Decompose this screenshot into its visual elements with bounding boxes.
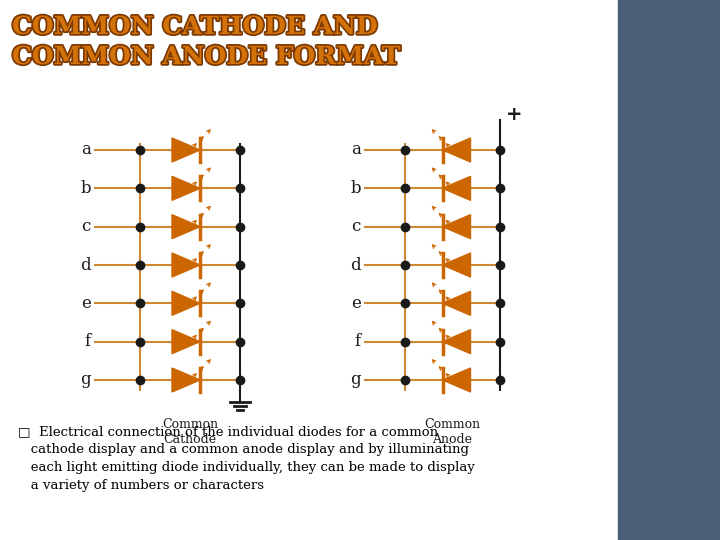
Text: a variety of numbers or characters: a variety of numbers or characters (18, 479, 264, 492)
Text: f: f (355, 333, 361, 350)
Text: □  Electrical connection of the individual diodes for a common: □ Electrical connection of the individua… (18, 425, 438, 438)
Text: a: a (81, 141, 91, 159)
Text: each light emitting diode individually, they can be made to display: each light emitting diode individually, … (18, 461, 475, 474)
Polygon shape (172, 215, 200, 239)
Polygon shape (443, 292, 470, 315)
Polygon shape (443, 253, 470, 277)
Polygon shape (172, 368, 200, 392)
Polygon shape (172, 138, 200, 162)
Text: f: f (85, 333, 91, 350)
Text: b: b (351, 180, 361, 197)
Bar (618, 0, 720, 540)
Polygon shape (443, 138, 470, 162)
Text: e: e (351, 295, 361, 312)
Text: Common
Anode: Common Anode (424, 418, 480, 446)
Text: e: e (81, 295, 91, 312)
Text: +: + (506, 105, 523, 124)
Polygon shape (172, 253, 200, 277)
Text: Common
Cathode: Common Cathode (162, 418, 218, 446)
Text: d: d (81, 256, 91, 273)
Polygon shape (443, 329, 470, 354)
Text: c: c (81, 218, 91, 235)
Text: g: g (81, 372, 91, 388)
Polygon shape (443, 215, 470, 239)
Text: COMMON ANODE FORMAT: COMMON ANODE FORMAT (12, 45, 400, 69)
Text: cathode display and a common anode display and by illuminating: cathode display and a common anode displ… (18, 443, 469, 456)
Text: COMMON CATHODE AND: COMMON CATHODE AND (12, 15, 377, 39)
Text: g: g (351, 372, 361, 388)
Text: b: b (81, 180, 91, 197)
Text: d: d (351, 256, 361, 273)
Text: c: c (351, 218, 361, 235)
Text: a: a (351, 141, 361, 159)
Polygon shape (172, 292, 200, 315)
Polygon shape (443, 177, 470, 200)
Polygon shape (172, 329, 200, 354)
Polygon shape (172, 177, 200, 200)
Polygon shape (443, 368, 470, 392)
